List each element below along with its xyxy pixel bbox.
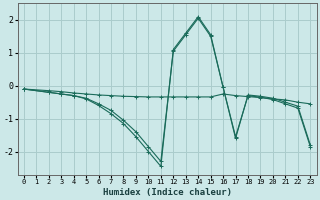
X-axis label: Humidex (Indice chaleur): Humidex (Indice chaleur) bbox=[103, 188, 232, 197]
